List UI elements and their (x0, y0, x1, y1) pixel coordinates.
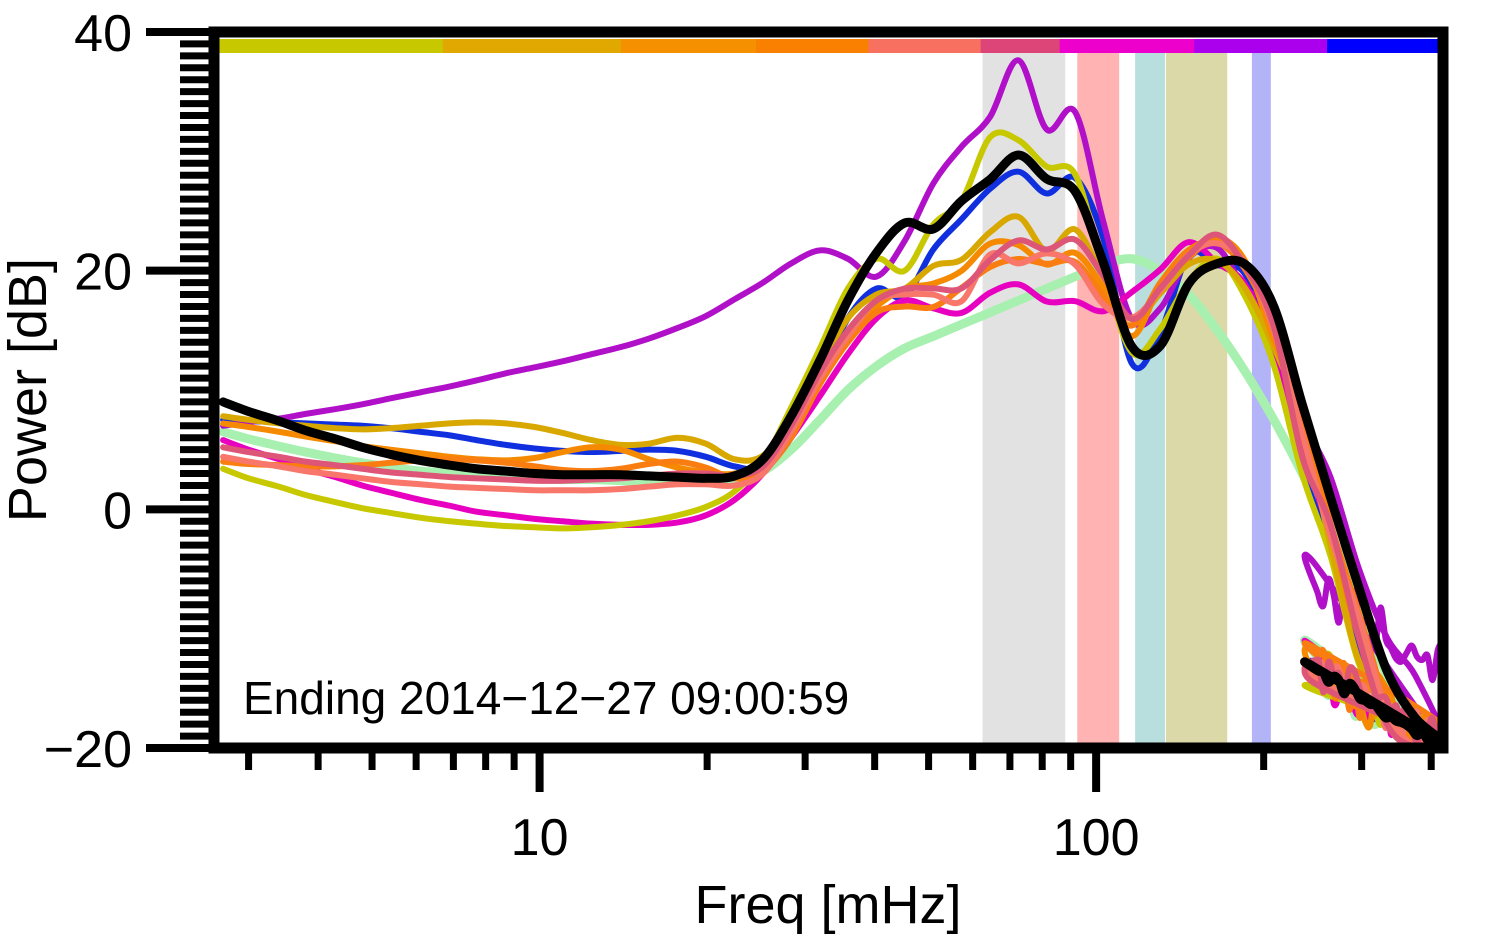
y-tick-label: −20 (44, 721, 132, 779)
x-axis-label: Freq [mHz] (694, 875, 961, 935)
spectra-curves-layer (218, 57, 1443, 748)
ending-timestamp-annotation: Ending 2014−12−27 09:00:59 (243, 672, 849, 724)
y-tick-label: 0 (103, 482, 132, 540)
colorbar-segment-4 (868, 39, 982, 53)
colorbar-segment-8 (1327, 39, 1444, 53)
colorbar-segment-2 (620, 39, 758, 53)
band-khaki (1165, 53, 1228, 748)
axis-tick-labels: 10 100 40 20 0 −20 (44, 5, 1140, 867)
top-colorbar (214, 39, 1444, 53)
colorbar-segment-7 (1194, 39, 1329, 53)
colorbar-segment-1 (442, 39, 622, 53)
x-tick-label: 10 (511, 809, 569, 867)
curve-mean (218, 150, 1443, 748)
y-axis-label: Power [dB] (0, 258, 58, 522)
band-pink (1077, 53, 1120, 748)
colorbar-segment-0 (214, 39, 444, 53)
y-tick-label: 40 (74, 5, 132, 63)
colorbar-segment-6 (1059, 39, 1196, 53)
y-tick-label: 20 (74, 244, 132, 302)
axis-ticks-layer (146, 28, 1435, 792)
band-teal (1135, 53, 1166, 748)
colorbar-segment-3 (756, 39, 870, 53)
curve-trace-purple (220, 57, 1443, 748)
x-tick-label: 100 (1053, 809, 1140, 867)
colorbar-segment-5 (980, 39, 1061, 53)
curve-trace-rose (220, 231, 1443, 748)
